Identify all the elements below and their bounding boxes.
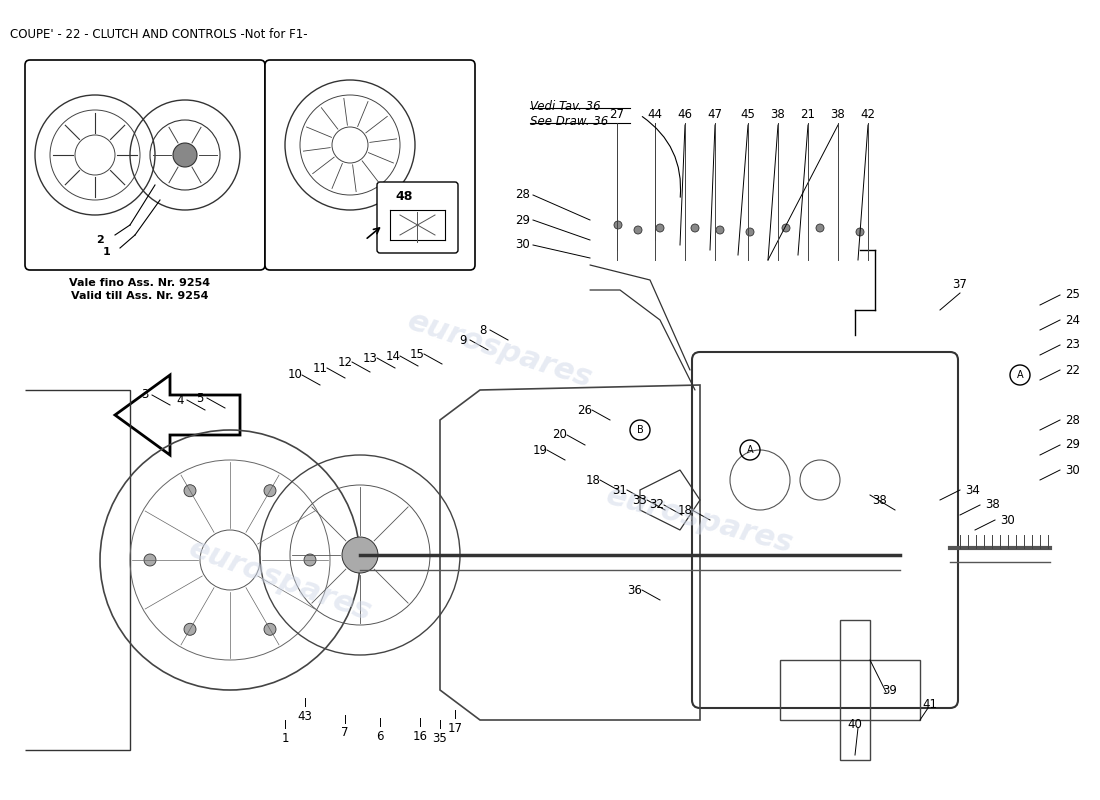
Text: See Draw. 36: See Draw. 36 <box>530 115 608 128</box>
Circle shape <box>304 554 316 566</box>
Text: 29: 29 <box>1065 438 1080 451</box>
Text: 40: 40 <box>848 718 862 731</box>
Text: 27: 27 <box>609 109 625 122</box>
Text: 22: 22 <box>1065 363 1080 377</box>
Text: 38: 38 <box>984 498 1000 511</box>
Text: 9: 9 <box>460 334 466 346</box>
Text: 44: 44 <box>648 109 662 122</box>
Text: 16: 16 <box>412 730 428 742</box>
Circle shape <box>173 143 197 167</box>
Text: 1: 1 <box>282 731 288 745</box>
Text: 30: 30 <box>1000 514 1014 526</box>
Text: 26: 26 <box>578 403 593 417</box>
Circle shape <box>856 228 864 236</box>
Text: 2: 2 <box>96 235 103 245</box>
Text: 36: 36 <box>628 583 642 597</box>
Text: 39: 39 <box>882 683 898 697</box>
Text: 41: 41 <box>923 698 937 711</box>
Text: 45: 45 <box>740 109 756 122</box>
Circle shape <box>184 623 196 635</box>
Text: 23: 23 <box>1065 338 1080 351</box>
Text: 38: 38 <box>830 109 846 122</box>
Polygon shape <box>116 375 240 455</box>
Text: 46: 46 <box>678 109 693 122</box>
Circle shape <box>614 221 622 229</box>
Text: 19: 19 <box>532 443 548 457</box>
Text: 28: 28 <box>515 189 530 202</box>
Text: 21: 21 <box>801 109 815 122</box>
Text: 7: 7 <box>341 726 349 739</box>
Text: 18: 18 <box>678 503 692 517</box>
Text: 33: 33 <box>632 494 648 506</box>
Text: 18: 18 <box>585 474 601 486</box>
Text: 24: 24 <box>1065 314 1080 326</box>
Text: 48: 48 <box>395 190 412 203</box>
FancyBboxPatch shape <box>692 352 958 708</box>
Text: eurospares: eurospares <box>603 481 796 559</box>
Text: 31: 31 <box>613 483 627 497</box>
Text: 12: 12 <box>338 355 352 369</box>
Text: 30: 30 <box>1065 463 1080 477</box>
Circle shape <box>691 224 698 232</box>
Text: 17: 17 <box>448 722 462 734</box>
Text: 6: 6 <box>376 730 384 742</box>
Circle shape <box>634 226 642 234</box>
FancyBboxPatch shape <box>265 60 475 270</box>
Circle shape <box>656 224 664 232</box>
Text: 14: 14 <box>385 350 400 362</box>
Text: 35: 35 <box>432 731 448 745</box>
Text: 30: 30 <box>515 238 530 251</box>
Text: 32: 32 <box>650 498 664 511</box>
Text: eurospares: eurospares <box>185 534 375 626</box>
Text: 5: 5 <box>196 391 204 405</box>
Text: Valid till Ass. Nr. 9254: Valid till Ass. Nr. 9254 <box>72 291 209 301</box>
Circle shape <box>342 537 378 573</box>
Text: 4: 4 <box>176 394 184 406</box>
Text: 38: 38 <box>872 494 888 506</box>
Circle shape <box>144 554 156 566</box>
Text: 28: 28 <box>1065 414 1080 426</box>
Circle shape <box>816 224 824 232</box>
Text: Vedi Tav. 36: Vedi Tav. 36 <box>530 100 601 113</box>
Text: 8: 8 <box>480 323 486 337</box>
Circle shape <box>782 224 790 232</box>
Text: Vale fino Ass. Nr. 9254: Vale fino Ass. Nr. 9254 <box>69 278 210 288</box>
Text: 37: 37 <box>953 278 967 291</box>
Text: 1: 1 <box>103 247 111 257</box>
Circle shape <box>264 623 276 635</box>
Text: eurospares: eurospares <box>404 306 596 394</box>
Text: 3: 3 <box>141 389 149 402</box>
Circle shape <box>716 226 724 234</box>
Text: 11: 11 <box>312 362 328 374</box>
Text: A: A <box>747 445 754 455</box>
Text: 10: 10 <box>287 369 303 382</box>
FancyBboxPatch shape <box>377 182 458 253</box>
Text: 47: 47 <box>707 109 723 122</box>
Text: A: A <box>1016 370 1023 380</box>
Text: 29: 29 <box>515 214 530 226</box>
FancyBboxPatch shape <box>25 60 265 270</box>
Text: 15: 15 <box>409 347 425 361</box>
Circle shape <box>264 485 276 497</box>
Text: 20: 20 <box>552 429 568 442</box>
Text: 13: 13 <box>363 351 377 365</box>
Text: COUPE' - 22 - CLUTCH AND CONTROLS -Not for F1-: COUPE' - 22 - CLUTCH AND CONTROLS -Not f… <box>10 28 308 41</box>
Circle shape <box>184 485 196 497</box>
Text: 34: 34 <box>965 483 980 497</box>
Circle shape <box>746 228 754 236</box>
Text: 42: 42 <box>860 109 876 122</box>
Text: B: B <box>637 425 644 435</box>
Text: 38: 38 <box>771 109 785 122</box>
Text: 43: 43 <box>298 710 312 722</box>
Text: 25: 25 <box>1065 289 1080 302</box>
